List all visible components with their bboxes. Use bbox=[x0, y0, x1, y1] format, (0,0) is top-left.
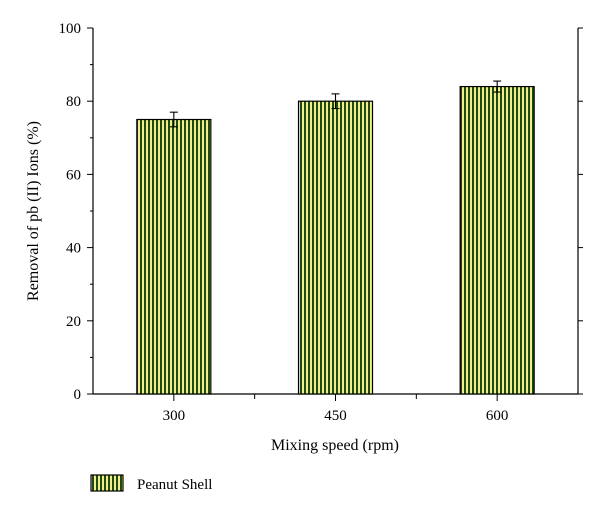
y-tick-label: 0 bbox=[74, 387, 82, 403]
bar bbox=[459, 85, 535, 395]
legend: Peanut Shell bbox=[90, 474, 212, 493]
x-axis-ticks: 300 450 600 bbox=[163, 394, 509, 424]
legend-swatch bbox=[90, 474, 124, 492]
bar bbox=[297, 100, 374, 395]
y-tick-label: 60 bbox=[66, 167, 81, 183]
x-tick-label: 300 bbox=[163, 408, 186, 424]
bar bbox=[136, 118, 212, 395]
x-tick-label: 600 bbox=[486, 408, 509, 424]
legend-label: Peanut Shell bbox=[137, 477, 212, 493]
y-tick-label: 20 bbox=[66, 314, 81, 330]
y-tick-label: 80 bbox=[66, 94, 81, 110]
x-axis-title: Mixing speed (rpm) bbox=[271, 437, 399, 454]
y-tick-label: 40 bbox=[66, 241, 81, 257]
y-tick-label: 100 bbox=[59, 21, 82, 37]
y-axis-ticks: 0 20 40 60 80 100 bbox=[59, 21, 583, 403]
x-tick-label: 450 bbox=[324, 408, 347, 424]
bars bbox=[136, 80, 535, 395]
y-axis-title: Removal of pb (II) Ions (%) bbox=[25, 121, 42, 301]
